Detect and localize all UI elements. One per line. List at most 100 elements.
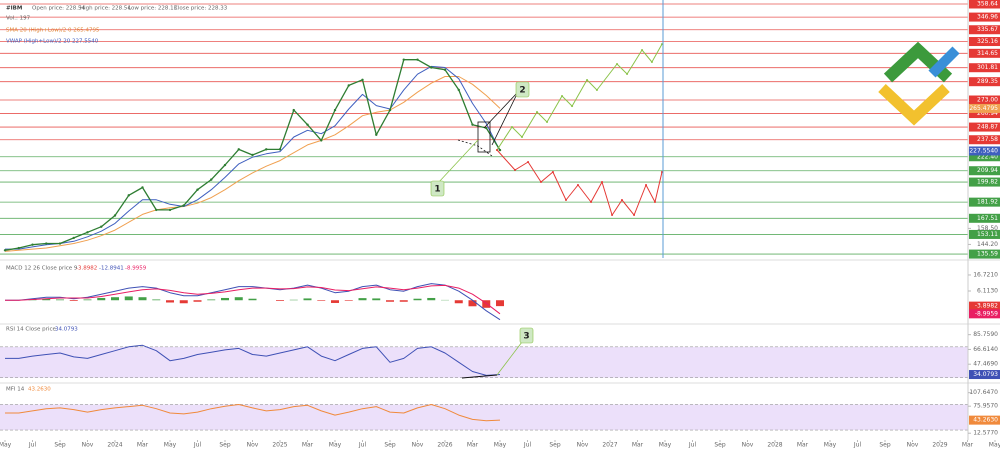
price-label: 237.58 [977, 136, 998, 143]
histogram-bar [124, 296, 133, 301]
annotation: 3 [523, 332, 529, 342]
price-point [155, 208, 158, 212]
price-label: 314.65 [977, 50, 998, 57]
y-tick-label: 66.6140 [973, 346, 998, 353]
x-tick-label: 2028 [767, 442, 782, 449]
histogram-bar [496, 300, 505, 307]
forecast-point [620, 199, 623, 202]
forecast-point [571, 105, 574, 108]
histogram-bar [413, 298, 422, 301]
price-tag [969, 48, 1000, 58]
price-tag [969, 177, 1000, 187]
x-tick-label: May [824, 442, 837, 449]
annotation-line [483, 91, 519, 129]
drawing-box [477, 121, 491, 153]
plot-layer [0, 3, 968, 431]
histogram-bar [454, 300, 463, 304]
price-point [416, 58, 419, 61]
logo [878, 41, 960, 126]
histogram-bar [193, 300, 202, 302]
price-point [333, 108, 337, 112]
x-tick-label: Jul [523, 442, 532, 449]
price-point [265, 148, 268, 151]
x-tick-label: 2027 [602, 442, 617, 449]
price-tag [969, 37, 1000, 47]
price-point [443, 68, 447, 71]
price-tag [969, 12, 1000, 22]
forecast-point [595, 89, 598, 92]
price-label: -8.9959 [975, 310, 998, 317]
price-point [320, 139, 323, 142]
price-label: 265.4795 [969, 105, 998, 112]
x-tick-label: 2026 [437, 442, 452, 449]
x-tick-label: May [164, 442, 177, 449]
forecast-point [539, 180, 542, 183]
price-tag [969, 301, 1000, 311]
forecast-point [660, 171, 663, 173]
price-tag [969, 77, 1000, 87]
x-tick-label: Jul [688, 442, 697, 449]
histogram-bar [56, 299, 65, 301]
price-label: 181.92 [977, 199, 998, 206]
forecast-point [653, 201, 656, 204]
y-tick-label: 6.1130 [977, 287, 998, 294]
x-tick-label: Mar [797, 442, 809, 449]
histogram-bar [111, 297, 120, 301]
price-point [223, 163, 227, 167]
price-label: 135.59 [977, 251, 998, 258]
price-point [72, 236, 75, 240]
price-point [196, 188, 199, 191]
panel-value: -8.9959 [125, 266, 147, 272]
info: High price: 228.54 [80, 6, 131, 12]
x-tick-label: May [494, 442, 507, 449]
price-tag [969, 63, 1000, 73]
x-tick-label: 2024 [107, 442, 122, 449]
forecast-line [496, 43, 663, 151]
price-point [237, 148, 240, 151]
forecast-point [527, 161, 530, 164]
x-tick-label: Nov [82, 442, 94, 449]
histogram-bar [138, 297, 147, 301]
price-label: 222.40 [977, 153, 998, 160]
forecast-point [521, 136, 524, 139]
x-tick-label: Nov [577, 442, 589, 449]
price-point [388, 108, 392, 112]
price-tag [969, 213, 1000, 223]
forecast-point [645, 184, 648, 187]
forecast-point [586, 78, 589, 81]
oscillator-line [5, 404, 501, 422]
histogram-bar [331, 300, 340, 303]
price-label: 209.94 [977, 167, 998, 174]
histogram-bar [166, 300, 175, 303]
price-label: 260.94 [977, 110, 998, 117]
panel-value: -3.8982 [76, 266, 97, 272]
histogram-bar [372, 298, 381, 301]
histogram-bar [358, 298, 367, 301]
price-tag [969, 146, 1000, 156]
info: Open price: 228.54 [32, 6, 85, 12]
price-label: 34.0793 [973, 371, 998, 378]
forecast-point [513, 168, 516, 171]
price-label: 153.11 [977, 231, 998, 238]
price-tag [969, 95, 1000, 105]
price-label: 273.00 [977, 97, 998, 104]
price-label: 289.35 [977, 78, 998, 85]
forecast-point [551, 171, 554, 173]
price-point [45, 242, 48, 245]
price-point [182, 204, 185, 207]
forecast-point [576, 184, 579, 187]
price-point [168, 208, 172, 212]
oscillator-line [5, 344, 501, 376]
histogram-bar [344, 300, 353, 301]
annotation-line [496, 341, 523, 376]
panel-title: MFI 14 [6, 387, 25, 393]
price-point [17, 246, 20, 250]
forecast-point [495, 149, 498, 152]
forecast-point [565, 199, 568, 202]
drawing-line [457, 139, 493, 157]
indicator-line [5, 283, 501, 321]
price-point [127, 194, 130, 197]
price-point [100, 225, 103, 228]
